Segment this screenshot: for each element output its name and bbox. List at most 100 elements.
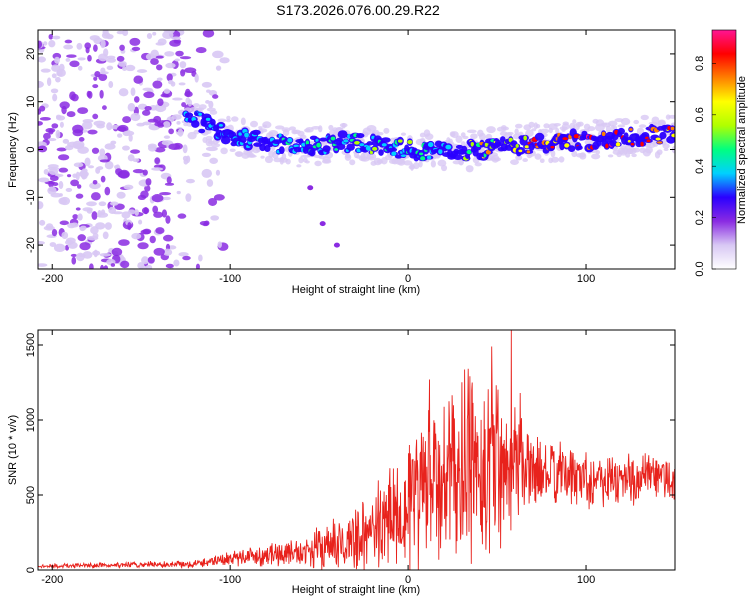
noise-blob (106, 65, 114, 71)
x-tick-label: 100 (577, 574, 595, 586)
noise-blob (100, 175, 106, 183)
halo-blob (231, 116, 239, 122)
noise-blob (147, 118, 159, 123)
noise-blob (151, 167, 164, 171)
noise-blob (182, 144, 188, 154)
ridge-blob (356, 132, 365, 139)
noise-blob (58, 181, 64, 190)
halo-blob (515, 123, 523, 129)
noise-blob (131, 46, 141, 51)
noise-blob (129, 37, 141, 46)
halo-blob (412, 162, 420, 170)
halo-blob (209, 109, 218, 115)
noise-blob (59, 121, 64, 128)
halo-blob (534, 153, 542, 160)
noise-blob (118, 88, 129, 97)
noise-blob (70, 222, 79, 228)
noise-blob (165, 215, 171, 224)
ridge-peak-blob (438, 149, 443, 155)
noise-blob (108, 81, 114, 88)
halo-blob (640, 114, 649, 121)
y-tick-label: 0 (25, 146, 37, 152)
noise-blob (116, 30, 125, 35)
ridge-peak-blob (615, 142, 621, 147)
noise-blob (72, 129, 84, 137)
ridge-peak-blob (334, 148, 339, 151)
halo-blob (656, 149, 663, 156)
noise-blob (94, 70, 101, 78)
noise-blob (166, 73, 173, 82)
halo-blob (612, 125, 618, 130)
halo-blob (620, 117, 631, 126)
halo-blob (205, 135, 213, 141)
halo-blob (553, 123, 561, 127)
noise-blob (146, 32, 153, 39)
noise-blob (99, 264, 105, 269)
noise-blob (163, 135, 171, 139)
noise-blob (77, 57, 86, 61)
noise-blob (102, 105, 107, 110)
noise-blob (136, 122, 145, 127)
x-tick-label: -100 (219, 574, 241, 586)
noise-blob (48, 129, 54, 135)
noise-blob (179, 61, 187, 69)
noise-blob (195, 47, 207, 54)
halo-blob (535, 124, 541, 129)
halo-blob (246, 154, 257, 158)
noise-blob (52, 93, 58, 102)
halo-blob (328, 124, 334, 131)
noise-blob (130, 87, 136, 97)
noise-blob (110, 140, 117, 145)
snr-x-axis-label: Height of straight line (km) (292, 584, 420, 596)
ridge-blob (336, 143, 346, 151)
noise-blob (122, 145, 130, 151)
ridge-peak-blob (564, 143, 570, 148)
noise-blob (99, 89, 104, 99)
ridge-blob (394, 154, 403, 159)
halo-blob (663, 147, 669, 152)
noise-blob (38, 177, 50, 183)
noise-blob (180, 69, 186, 77)
colorbar-frame (711, 29, 737, 270)
ridge-peak-blob (445, 144, 452, 150)
noise-blob (77, 146, 89, 154)
ridge-peak-blob (640, 141, 644, 147)
noise-blob (181, 102, 187, 108)
noise-blob (46, 77, 52, 87)
noise-blob (53, 243, 66, 253)
halo-blob (400, 132, 407, 136)
ridge-blob (319, 137, 328, 142)
noise-blob (61, 231, 69, 240)
ridge-peak-blob (359, 143, 365, 147)
ridge-blob (455, 144, 464, 149)
noise-blob (86, 235, 99, 241)
halo-blob (605, 125, 612, 133)
noise-blob (178, 82, 186, 86)
noise-blob (47, 186, 57, 195)
noise-blob (134, 209, 139, 216)
noise-blob (97, 210, 102, 218)
noise-blob (98, 73, 108, 82)
noise-blob (130, 149, 141, 154)
colorbar-ramp (712, 30, 736, 269)
y-tick-label: 20 (25, 48, 37, 60)
noise-blob (71, 93, 79, 102)
noise-blob (120, 260, 130, 269)
noise-blob (65, 187, 73, 192)
noise-blob (179, 56, 192, 60)
noise-blob (51, 123, 59, 129)
noise-blob (161, 209, 168, 218)
noise-blob (137, 194, 147, 200)
x-tick-label: 0 (405, 273, 411, 285)
ridge-peak-blob (391, 151, 397, 156)
noise-blob (105, 33, 114, 40)
noise-blob (75, 207, 81, 211)
noise-blob (114, 165, 119, 169)
noise-blob (177, 128, 184, 137)
noise-blob (38, 56, 47, 63)
noise-blob (38, 141, 47, 148)
noise-blob (48, 180, 54, 188)
ridge-blob (381, 137, 391, 143)
noise-blob (125, 64, 136, 72)
